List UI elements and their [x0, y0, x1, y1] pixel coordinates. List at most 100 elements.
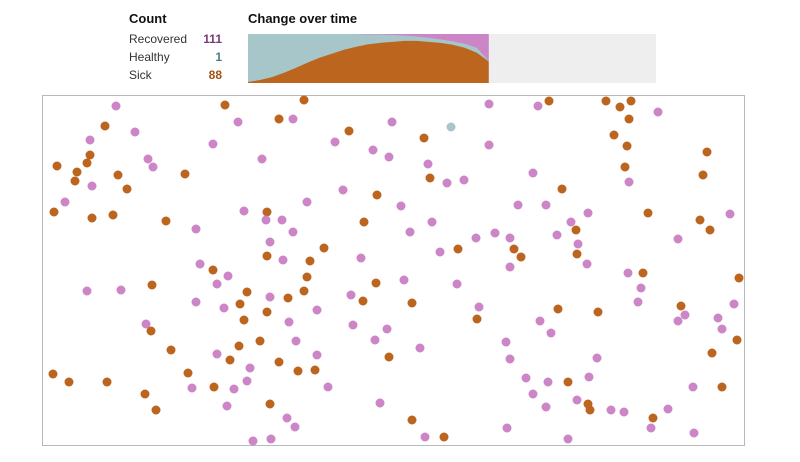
recovered-dot — [636, 283, 646, 293]
recovered-dot — [653, 107, 663, 117]
recovered-dot — [284, 317, 294, 327]
sick-dot — [571, 225, 581, 235]
recovered-dot — [85, 135, 95, 145]
recovered-dot — [459, 175, 469, 185]
recovered-dot — [521, 373, 531, 383]
recovered-dot — [396, 201, 406, 211]
recovered-dot — [187, 383, 197, 393]
recovered-dot — [633, 297, 643, 307]
sick-dot — [638, 268, 648, 278]
recovered-dot — [606, 405, 616, 415]
sick-dot — [319, 243, 329, 253]
sick-dot — [702, 147, 712, 157]
sick-dot — [234, 341, 244, 351]
recovered-dot — [248, 436, 258, 446]
sick-dot — [707, 348, 717, 358]
recovered-dot — [312, 350, 322, 360]
sick-dot — [209, 382, 219, 392]
sick-area — [248, 40, 489, 83]
sick-dot — [122, 184, 132, 194]
sick-dot — [299, 95, 309, 105]
sick-dot — [274, 114, 284, 124]
sick-dot — [601, 96, 611, 106]
healthy-dot — [446, 122, 456, 132]
sick-dot — [102, 377, 112, 387]
healthy-count: 1 — [215, 50, 222, 64]
recovered-dot — [505, 354, 515, 364]
recovered-dot — [582, 259, 592, 269]
recovered-dot — [87, 181, 97, 191]
sick-dot — [593, 307, 603, 317]
sick-dot — [52, 161, 62, 171]
recovered-dot — [312, 305, 322, 315]
change-over-time-panel: Change over time — [248, 11, 357, 26]
sick-count: 88 — [208, 68, 222, 82]
sick-dot — [161, 216, 171, 226]
count-panel: Count Recovered 111 Healthy 1 Sick 88 — [129, 11, 229, 86]
recovered-dot — [208, 139, 218, 149]
recovered-dot — [242, 376, 252, 386]
sick-dot — [472, 314, 482, 324]
recovered-dot — [348, 320, 358, 330]
change-over-time-chart — [248, 34, 656, 83]
recovered-dot — [229, 384, 239, 394]
sick-dot — [140, 389, 150, 399]
sick-dot — [676, 301, 686, 311]
recovered-dot — [673, 316, 683, 326]
recovered-dot — [141, 319, 151, 329]
count-row-recovered: Recovered 111 — [129, 32, 229, 50]
sick-dot — [583, 399, 593, 409]
recovered-dot — [261, 215, 271, 225]
recovered-dot — [427, 217, 437, 227]
recovered-dot — [265, 237, 275, 247]
count-row-healthy: Healthy 1 — [129, 50, 229, 68]
sick-dot — [166, 345, 176, 355]
sick-dot — [717, 382, 727, 392]
sick-dot — [70, 176, 80, 186]
recovered-dot — [60, 197, 70, 207]
sick-dot — [425, 173, 435, 183]
recovered-dot — [573, 239, 583, 249]
sick-dot — [225, 355, 235, 365]
recovered-dot — [505, 233, 515, 243]
recovered-dot — [382, 324, 392, 334]
recovered-dot — [584, 372, 594, 382]
sick-dot — [293, 366, 303, 376]
sick-dot — [235, 299, 245, 309]
recovered-dot — [490, 228, 500, 238]
recovered-dot — [195, 259, 205, 269]
sick-dot — [509, 244, 519, 254]
recovered-dot — [513, 200, 523, 210]
recovered-dot — [370, 335, 380, 345]
recovered-dot — [266, 434, 276, 444]
recovered-dot — [420, 432, 430, 442]
recovered-dot — [552, 230, 562, 240]
sick-dot — [64, 377, 74, 387]
sick-dot — [371, 278, 381, 288]
sick-dot — [516, 252, 526, 262]
recovered-dot — [501, 337, 511, 347]
sick-dot — [648, 413, 658, 423]
sick-dot — [620, 162, 630, 172]
recovered-dot — [729, 299, 739, 309]
sick-dot — [151, 405, 161, 415]
sick-dot — [615, 102, 625, 112]
sick-dot — [732, 335, 742, 345]
sick-dot — [563, 377, 573, 387]
recovered-dot — [111, 101, 121, 111]
sick-dot — [734, 273, 744, 283]
recovered-dot — [725, 209, 735, 219]
sick-dot — [384, 352, 394, 362]
recovered-dot — [387, 117, 397, 127]
recovered-count: 111 — [203, 32, 222, 46]
sick-dot — [419, 133, 429, 143]
sick-dot — [705, 225, 715, 235]
sick-dot — [283, 293, 293, 303]
recovered-dot — [191, 224, 201, 234]
recovered-dot — [130, 127, 140, 137]
recovered-dot — [572, 395, 582, 405]
sick-dot — [299, 286, 309, 296]
sick-dot — [72, 167, 82, 177]
sick-dot — [698, 170, 708, 180]
